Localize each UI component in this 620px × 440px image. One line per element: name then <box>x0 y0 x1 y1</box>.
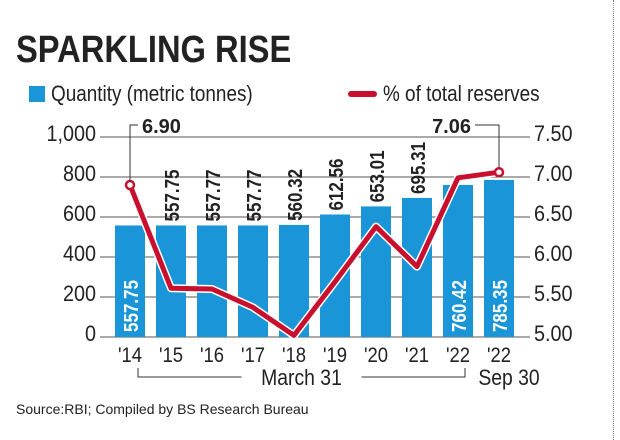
legend-label-quantity: Quantity (metric tonnes) <box>51 82 253 107</box>
x-tick-label: '22 <box>487 344 511 367</box>
left-tick-label: 1,000 <box>46 122 96 146</box>
x-tick-label: '16 <box>200 344 224 367</box>
group-label-march: March 31 <box>261 366 342 390</box>
right-tick-label: 6.00 <box>534 242 573 266</box>
bar-value-label: 557.77 <box>243 169 266 221</box>
annotation-leader <box>129 124 138 181</box>
bar-value-label: 785.35 <box>489 280 512 332</box>
bar <box>197 225 227 337</box>
bar <box>443 184 473 337</box>
left-tick-label: 400 <box>63 242 96 266</box>
bar <box>238 225 268 337</box>
x-tick-label: '17 <box>241 344 265 367</box>
right-tick-label: 7.50 <box>534 122 573 146</box>
right-tick-label: 7.00 <box>534 162 573 186</box>
x-tick-label: '14 <box>118 344 142 367</box>
bar-value-label: 557.75 <box>120 280 143 332</box>
bar <box>484 179 514 337</box>
annotation-leader <box>475 124 500 169</box>
group-bracket-left <box>137 368 242 378</box>
bar-value-label: 653.01 <box>366 150 389 202</box>
legend-swatch-quantity <box>29 86 45 102</box>
bar-value-label: 760.42 <box>448 280 471 332</box>
annotation-marker <box>124 179 136 191</box>
bar-value-label: 557.77 <box>202 169 225 221</box>
source-note: Source:RBI; Compiled by BS Research Bure… <box>16 401 309 417</box>
x-tick-label: '22 <box>446 344 470 367</box>
left-tick-label: 0 <box>85 322 96 346</box>
x-tick-label: '15 <box>159 344 183 367</box>
x-tick-label: '18 <box>282 344 306 367</box>
chart-title: SPARKLING RISE <box>16 28 291 71</box>
bar-value-label: 695.31 <box>407 142 430 194</box>
right-tick-label: 6.50 <box>534 202 573 226</box>
x-tick-label: '19 <box>323 344 347 367</box>
frame-border <box>613 0 614 440</box>
left-tick-label: 800 <box>63 162 96 186</box>
x-tick-label: '21 <box>405 344 429 367</box>
left-tick-label: 200 <box>63 282 96 306</box>
bar-value-label: 557.75 <box>161 169 184 221</box>
left-tick-label: 600 <box>63 202 96 226</box>
annotation-label: 6.90 <box>142 116 181 138</box>
annotation-label: 7.06 <box>432 116 471 138</box>
reserves-line <box>127 169 500 338</box>
group-bracket-right <box>361 368 466 378</box>
annotation-marker <box>493 166 505 178</box>
bar-value-label: 612.56 <box>325 159 348 211</box>
bar-value-label: 560.32 <box>284 169 307 221</box>
x-tick-label: '20 <box>364 344 388 367</box>
bar <box>115 225 145 337</box>
right-tick-label: 5.50 <box>534 282 573 306</box>
group-label-sep: Sep 30 <box>478 366 539 390</box>
legend-label-reserves: % of total reserves <box>383 82 540 107</box>
right-tick-label: 5.00 <box>534 322 573 346</box>
